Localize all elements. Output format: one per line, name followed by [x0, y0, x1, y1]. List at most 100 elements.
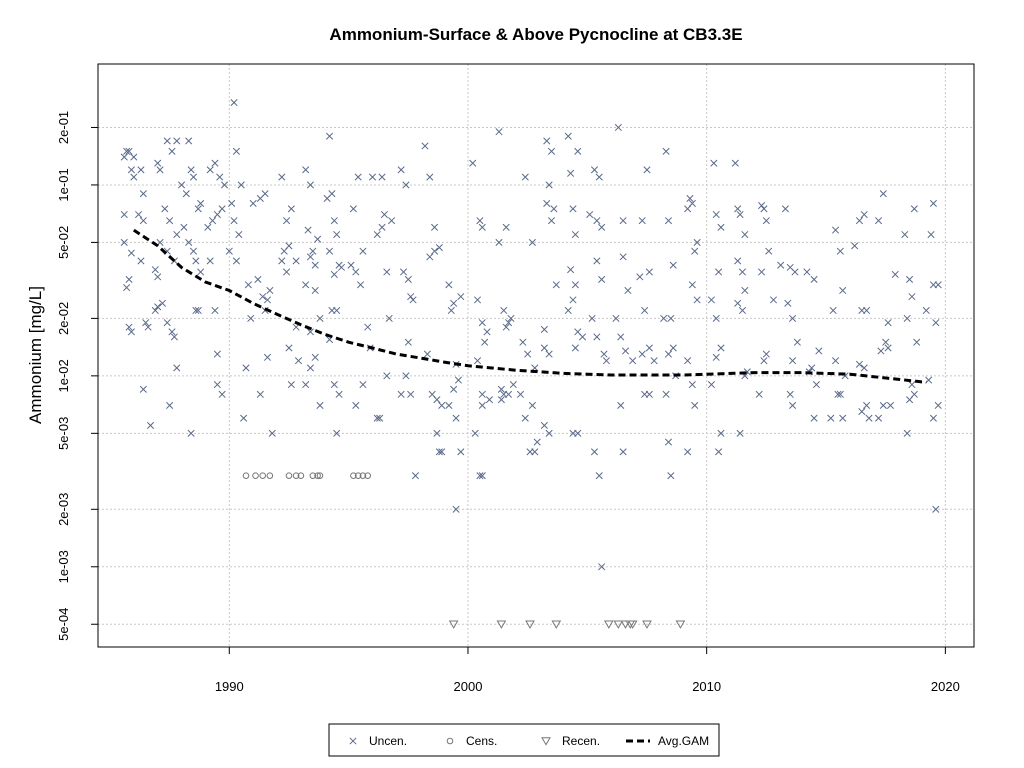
uncensored-point [478, 319, 486, 327]
uncensored-point [166, 217, 174, 225]
uncensored-point [173, 230, 181, 239]
legend-label: Uncen. [369, 734, 407, 748]
recensored-point [620, 620, 631, 629]
uncensored-point [731, 159, 739, 167]
uncensored-point [433, 396, 441, 404]
uncensored-point [194, 306, 202, 315]
uncensored-point [789, 401, 797, 409]
uncensored-point [516, 390, 525, 398]
uncensored-point [812, 381, 821, 389]
uncensored-point [543, 199, 551, 207]
uncensored-point [283, 217, 291, 225]
y-tick-label: 2e-02 [56, 302, 71, 335]
avg-gam-line [132, 228, 927, 384]
uncensored-point [595, 472, 603, 480]
uncensored-point [397, 166, 405, 174]
uncensored-point [612, 314, 620, 322]
uncensored-point [686, 194, 694, 202]
uncensored-point [161, 205, 169, 213]
uncensored-point [177, 181, 186, 189]
uncensored-point [669, 261, 677, 269]
uncensored-point [832, 357, 840, 365]
uncensored-point [502, 323, 510, 331]
uncensored-point [230, 217, 238, 225]
uncensored-point [707, 296, 715, 304]
uncensored-point [552, 281, 560, 289]
uncensored-point [397, 390, 405, 398]
censored-point [292, 472, 300, 479]
uncensored-point [146, 421, 155, 429]
uncensored-point [163, 319, 171, 327]
gam-line-layer [132, 228, 927, 384]
uncensored-point [929, 414, 937, 422]
uncensored-point [127, 328, 135, 336]
censored-point [316, 472, 324, 479]
uncensored-point [337, 263, 346, 271]
y-tick-label: 1e-02 [56, 359, 71, 392]
uncensored-point [173, 137, 181, 145]
uncensored-point [590, 448, 599, 456]
uncensored-point [641, 306, 649, 315]
legend: Uncen. Cens. Recen. Avg.GAM [328, 723, 720, 757]
uncensored-point [211, 159, 219, 167]
censored-point [259, 472, 266, 479]
uncensored-point [567, 169, 575, 177]
recensored-point [675, 620, 686, 629]
uncensored-point [882, 338, 890, 346]
uncensored-point [564, 132, 572, 140]
uncensored-point [483, 328, 491, 336]
uncensored-point [932, 505, 940, 513]
uncensored-point [158, 299, 167, 307]
uncensored-point [574, 429, 582, 437]
uncensored-point [662, 390, 670, 398]
uncensored-point [309, 247, 317, 255]
x-tick-label: 2000 [454, 679, 483, 694]
chart-title: Ammonium-Surface & Above Pycnocline at C… [329, 25, 742, 44]
uncensored-point [827, 414, 835, 422]
uncensored-point [684, 448, 692, 456]
uncensored-point [225, 247, 233, 255]
uncensored-point [185, 238, 193, 246]
y-tick-label: 1e-01 [56, 168, 71, 201]
uncensored-point [815, 347, 823, 355]
uncensored-point [125, 275, 133, 283]
uncensored-point [595, 173, 603, 181]
uncensored-point [547, 147, 556, 155]
uncensored-point [306, 328, 314, 336]
uncensored-point [836, 247, 844, 255]
uncensored-point [163, 137, 171, 145]
uncensored-point [189, 247, 198, 255]
uncensored-point [521, 414, 529, 422]
uncensored-point [151, 306, 159, 315]
uncensored-point [285, 344, 293, 352]
uncensored-point [497, 396, 505, 404]
uncensored-point [385, 314, 393, 322]
legend-label: Cens. [466, 734, 497, 748]
uncensored-point [519, 338, 527, 346]
recensored-point [627, 620, 638, 629]
uncensored-point [540, 344, 548, 352]
uncensored-point [187, 166, 195, 174]
uncensored-point [741, 230, 749, 239]
uncensored-point [154, 273, 162, 281]
uncensored-point [707, 381, 715, 389]
legend-symbol-triangle [541, 737, 551, 746]
uncensored-point [762, 217, 770, 225]
uncensored-point [664, 438, 673, 446]
uncensored-point [431, 247, 439, 255]
censored-point [285, 472, 293, 479]
uncensored-point [373, 414, 381, 422]
uncensored-point [302, 381, 310, 389]
uncensored-point [249, 199, 257, 207]
uncensored-point [509, 381, 517, 389]
uncensored-point [891, 270, 899, 278]
uncensored-point [206, 257, 214, 265]
uncensored-point [182, 190, 190, 198]
uncensored-point [863, 306, 871, 315]
uncensored-point [734, 205, 742, 213]
uncensored-point [280, 247, 288, 255]
uncensored-point [571, 344, 579, 352]
uncensored-point [328, 306, 336, 315]
uncensored-point [521, 173, 529, 181]
uncensored-point [364, 323, 372, 331]
